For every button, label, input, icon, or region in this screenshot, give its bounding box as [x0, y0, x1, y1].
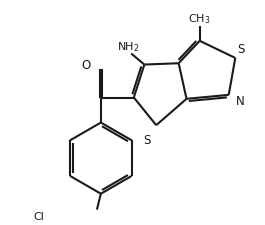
Text: Cl: Cl: [33, 211, 44, 221]
Text: CH$_3$: CH$_3$: [188, 12, 211, 26]
Text: S: S: [237, 43, 244, 56]
Text: N: N: [236, 94, 245, 107]
Text: NH$_2$: NH$_2$: [117, 40, 140, 54]
Text: O: O: [81, 59, 90, 72]
Text: S: S: [143, 134, 151, 146]
